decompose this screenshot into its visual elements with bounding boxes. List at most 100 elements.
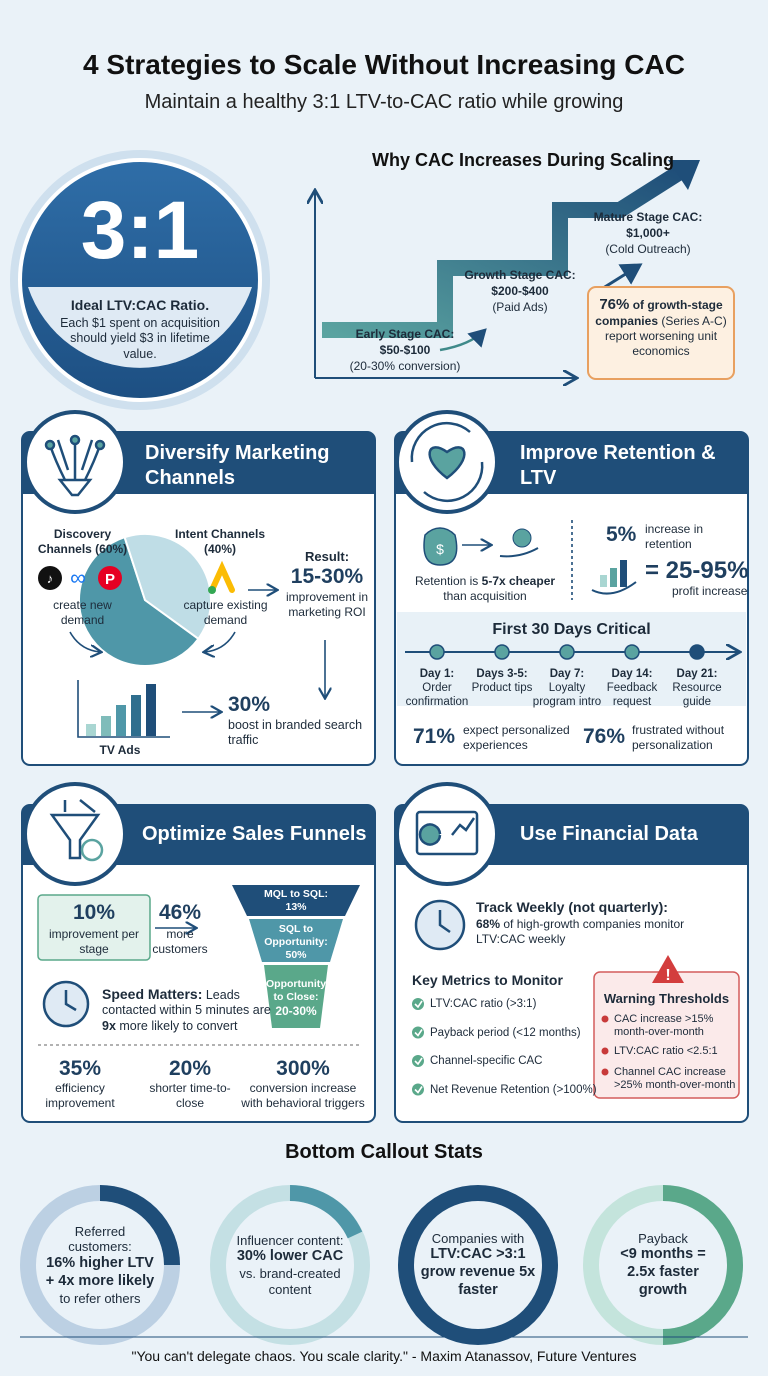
element bbox=[610, 568, 617, 587]
stage-value: $200-$400 bbox=[491, 284, 549, 298]
stage-name: Growth Stage CAC: bbox=[464, 268, 576, 282]
quote: "You can't delegate chaos. You scale cla… bbox=[131, 1348, 637, 1364]
callout-bold: of growth-stage companies bbox=[595, 298, 723, 329]
timeline-band bbox=[397, 612, 746, 706]
text: SQL to Opportunity: bbox=[264, 923, 328, 948]
text: of high-growth companies monitor LTV:CAC… bbox=[476, 917, 685, 946]
callout-rest: (Series A-C) report worsening unit econo… bbox=[604, 314, 727, 358]
tv-stat: 30% bbox=[228, 693, 271, 716]
arrow bbox=[599, 263, 643, 292]
check bbox=[414, 1000, 423, 1009]
element bbox=[499, 547, 539, 558]
element bbox=[116, 705, 126, 736]
element bbox=[395, 782, 499, 886]
element bbox=[94, 439, 106, 451]
track-text: 68% of high-growth companies monitor LTV… bbox=[476, 917, 706, 946]
warning-item: LTV:CAC ratio <2.5:1 bbox=[614, 1045, 718, 1057]
channel-text: create new demand bbox=[53, 598, 112, 627]
timeline-dot bbox=[689, 644, 705, 660]
element bbox=[146, 684, 156, 736]
stat-text: frustrated without personalization bbox=[632, 723, 725, 752]
step-day: Day 14: bbox=[611, 668, 653, 680]
text: 9x bbox=[102, 1018, 116, 1033]
speed-text: Speed Matters: Leads contacted within 5 … bbox=[102, 986, 282, 1034]
stage-note: (20-30% conversion) bbox=[349, 359, 461, 373]
metric: LTV:CAC ratio (>3:1) bbox=[430, 998, 537, 1010]
element bbox=[44, 439, 56, 451]
subtitle: Maintain a healthy 3:1 LTV-to-CAC ratio … bbox=[144, 91, 624, 113]
text: than acquisition bbox=[443, 588, 527, 603]
step-day: Day 21: bbox=[676, 668, 718, 680]
warning-title: Warning Thresholds bbox=[603, 991, 730, 1006]
element bbox=[662, 1185, 743, 1345]
element bbox=[77, 680, 170, 738]
timeline-dot bbox=[429, 644, 445, 660]
stage-note: (Cold Outreach) bbox=[605, 242, 691, 256]
stat: 35% bbox=[58, 1057, 102, 1080]
element: $ bbox=[436, 541, 444, 557]
ring-bold: 16% higher LTV + 4x more likely bbox=[45, 1255, 155, 1289]
arrows bbox=[38, 520, 573, 1046]
text: Retention is bbox=[414, 574, 479, 588]
element: ∞ bbox=[70, 565, 86, 590]
stat-text: more customers bbox=[152, 927, 208, 956]
callout-box bbox=[587, 286, 735, 380]
card-title: Diversify Marketing Channels bbox=[145, 442, 330, 489]
text: Opportunity to Close: bbox=[266, 978, 327, 1003]
element bbox=[410, 422, 484, 502]
element bbox=[600, 575, 607, 587]
stat-text: shorter time-to-close bbox=[149, 1081, 231, 1110]
element bbox=[80, 838, 104, 862]
tv-label: TV Ads bbox=[99, 743, 141, 757]
text: Speed Matters: bbox=[102, 986, 203, 1002]
bullet bbox=[601, 1015, 609, 1023]
ring-pre: Payback bbox=[638, 1230, 688, 1246]
text: Leads contacted within 5 minutes are bbox=[102, 988, 271, 1018]
callout-stat: 76% bbox=[599, 296, 630, 313]
stat-text: increase in retention bbox=[645, 522, 704, 551]
funnel-label: MQL to SQL: 13% bbox=[240, 888, 352, 914]
icons bbox=[44, 422, 484, 862]
element bbox=[64, 990, 77, 1012]
stat: 76% bbox=[583, 725, 626, 748]
check bbox=[414, 1029, 423, 1037]
ring-pre: Referred customers: bbox=[68, 1223, 132, 1255]
timeline-title: First 30 Days Critical bbox=[492, 621, 651, 638]
stat: 71% bbox=[413, 725, 456, 748]
callout-text: 76% of growth-stage companies (Series A-… bbox=[594, 296, 728, 358]
metric: Net Revenue Retention (>100%) bbox=[430, 1083, 597, 1096]
retention-icons: $ bbox=[423, 527, 637, 595]
text: 5-7x cheaper bbox=[481, 574, 556, 588]
stat-text: improvement per stage bbox=[48, 927, 140, 956]
hero-text: Each $1 spent on acquisition should yiel… bbox=[60, 316, 220, 361]
warning-dots bbox=[601, 1015, 609, 1076]
step-day: Day 7: bbox=[549, 668, 585, 680]
text: 13% bbox=[285, 900, 307, 913]
result-text: improvement in marketing ROI bbox=[285, 590, 369, 619]
text: 50% bbox=[285, 948, 307, 961]
funnel-stage bbox=[264, 965, 328, 1028]
ring-text: Influencer content: 30% lower CAC vs. bran… bbox=[232, 1233, 348, 1298]
element bbox=[86, 724, 96, 736]
step-text: Loyalty program intro bbox=[532, 682, 602, 709]
stat-text: profit increase bbox=[672, 584, 748, 598]
funnel-stage bbox=[232, 885, 360, 916]
hero-ratio: 3:1 bbox=[80, 185, 200, 276]
timeline-dots bbox=[429, 644, 705, 660]
channel-label: Discovery Channels (60%) bbox=[37, 527, 128, 556]
check bbox=[412, 1026, 424, 1039]
check bbox=[412, 998, 424, 1010]
funnel-label: Opportunity to Close: 20-30% bbox=[266, 978, 326, 1018]
text: 68% bbox=[476, 917, 501, 931]
text: 20-30% bbox=[275, 1003, 317, 1018]
element bbox=[512, 528, 532, 548]
timeline-dot bbox=[559, 644, 575, 660]
element bbox=[69, 434, 81, 446]
checks bbox=[412, 998, 424, 1096]
stat-text: efficiency improvement bbox=[45, 1081, 115, 1110]
bullet bbox=[601, 1047, 609, 1055]
element bbox=[205, 631, 236, 652]
bottom-title: Bottom Callout Stats bbox=[285, 1141, 483, 1163]
ring-text: Referred customers: 16% higher LTV + 4x m… bbox=[42, 1224, 158, 1307]
element: P bbox=[105, 571, 115, 588]
